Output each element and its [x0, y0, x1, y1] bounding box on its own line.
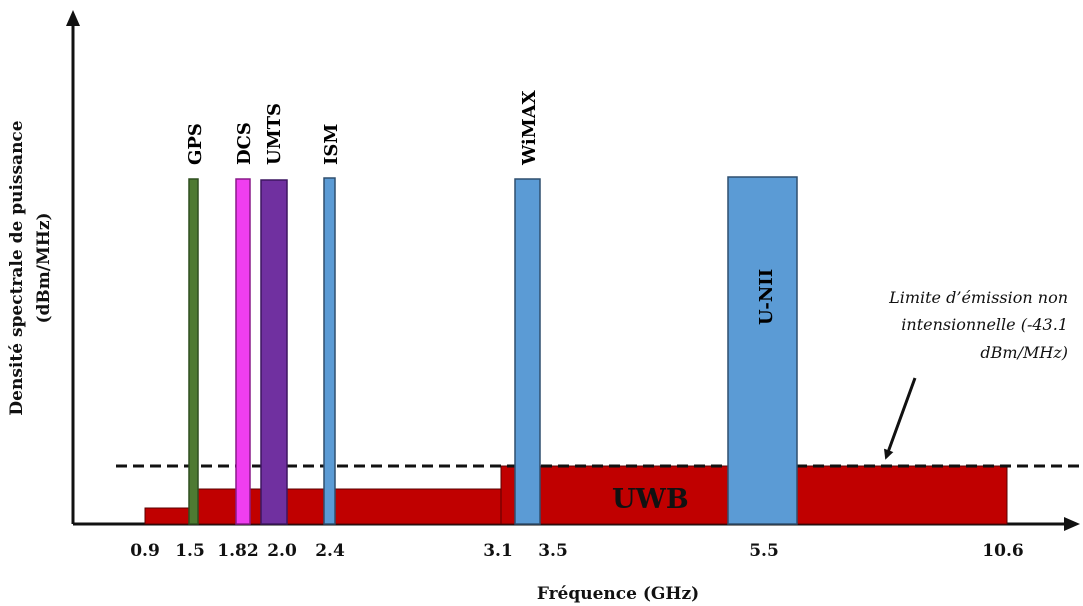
limit-annotation-line1: Limite d’émission non [888, 288, 1068, 307]
band-wimax [514, 178, 541, 525]
tick-label-2-0: 2.0 [267, 541, 297, 561]
band-label-wimax: WiMAX [519, 90, 540, 166]
y-axis-title-line2: (dBm/MHz) [34, 212, 54, 323]
y-axis-arrow [66, 10, 80, 26]
limit-annotation-arrow [884, 377, 917, 460]
band-label-gps: GPS [185, 123, 206, 165]
band-dcs [235, 178, 251, 525]
band-label-ism: ISM [321, 124, 342, 165]
x-axis-arrow [1064, 517, 1080, 531]
limit-annotation-line3: dBm/MHz) [980, 343, 1068, 362]
band-label-umts: UMTS [264, 103, 285, 165]
tick-label-5-5: 5.5 [749, 541, 779, 561]
tick-label-10-6: 10.6 [982, 541, 1023, 561]
tick-label-0-9: 0.9 [130, 541, 160, 561]
tick-label-3-5: 3.5 [538, 541, 568, 561]
uwb-block-low [144, 507, 196, 525]
band-label-dcs: DCS [234, 122, 255, 165]
band-label-unii: U-NII [756, 269, 777, 325]
y-axis-title-line1: Densité spectrale de puissance [7, 120, 27, 415]
band-umts [260, 179, 288, 525]
tick-label-2-4: 2.4 [315, 541, 345, 561]
uwb-label: UWB [612, 484, 689, 515]
band-unii [727, 176, 798, 525]
x-axis-title: Fréquence (GHz) [537, 584, 699, 604]
tick-label-3-1: 3.1 [483, 541, 513, 561]
tick-label-1-82: 1.82 [217, 541, 258, 561]
tick-label-1-5: 1.5 [175, 541, 205, 561]
band-ism [323, 177, 336, 525]
limit-annotation-line2: intensionnelle (-43.1 [901, 315, 1068, 334]
band-gps [188, 178, 199, 525]
